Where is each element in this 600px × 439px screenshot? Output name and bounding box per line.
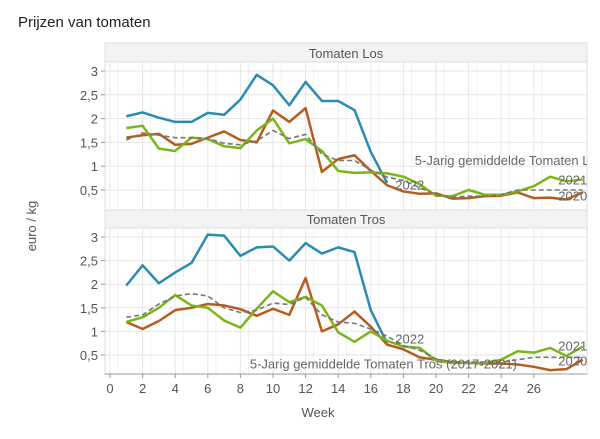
x-tick-label: 0	[106, 381, 113, 396]
x-tick-label: 26	[527, 381, 541, 396]
x-tick-label: 8	[237, 381, 244, 396]
x-tick-label: 18	[396, 381, 410, 396]
panel-title: Tomaten Los	[309, 46, 384, 61]
panel-title: Tomaten Tros	[307, 212, 386, 227]
y-tick-label: 3	[91, 230, 98, 245]
y-tick-label: 2,5	[80, 254, 98, 269]
x-axis-label: Week	[302, 405, 335, 420]
y-tick-label: 1,5	[80, 301, 98, 316]
annotation-label: 2020	[558, 354, 587, 369]
annotation-label: 5-Jarig gemiddelde Tomaten Los (2017-202…	[415, 153, 600, 168]
x-tick-label: 20	[429, 381, 443, 396]
series-line	[126, 73, 389, 184]
y-tick-label: 1	[91, 324, 98, 339]
panel-0: Tomaten Los 0,5 1 1,5 2 2,5 3 5-Jarig gemiddeld…	[80, 42, 600, 211]
annotation-label: 2021	[558, 338, 587, 353]
x-tick-label: 24	[494, 381, 508, 396]
y-tick-label: 2,5	[80, 88, 98, 103]
x-tick-label: 14	[331, 381, 345, 396]
annotation-label: 2021	[558, 173, 587, 188]
annotation-label: 2022	[395, 177, 424, 192]
x-tick-label: 10	[266, 381, 280, 396]
x-tick-label: 16	[364, 381, 378, 396]
y-tick-label: 2	[91, 277, 98, 292]
y-tick-label: 2	[91, 112, 98, 127]
y-tick-label: 0,5	[80, 183, 98, 198]
x-tick-label: 12	[298, 381, 312, 396]
y-axis-label: euro / kg	[24, 201, 39, 252]
series-line	[126, 117, 583, 198]
series-line	[125, 290, 584, 365]
x-tick-label: 6	[204, 381, 211, 396]
y-tick-label: 3	[91, 64, 98, 79]
series-line	[126, 292, 583, 363]
x-tick-label: 22	[461, 381, 475, 396]
series-line	[125, 276, 584, 372]
annotation-label: 2022	[395, 331, 424, 346]
x-tick-label: 4	[172, 381, 179, 396]
y-tick-label: 0,5	[80, 348, 98, 363]
chart-title: Prijzen van tomaten	[18, 14, 151, 31]
annotation-label: 2020	[558, 188, 587, 203]
annotation-label: 5-Jarig gemiddelde Tomaten Tros (2017-20…	[250, 356, 517, 371]
panel-1: Tomaten Tros 0,5 1 1,5 2 2,5 3 5-Jarig gemiddel…	[80, 209, 588, 396]
series-line	[125, 233, 389, 344]
y-tick-label: 1,5	[80, 135, 98, 150]
x-tick-label: 2	[139, 381, 146, 396]
y-tick-label: 1	[91, 159, 98, 174]
